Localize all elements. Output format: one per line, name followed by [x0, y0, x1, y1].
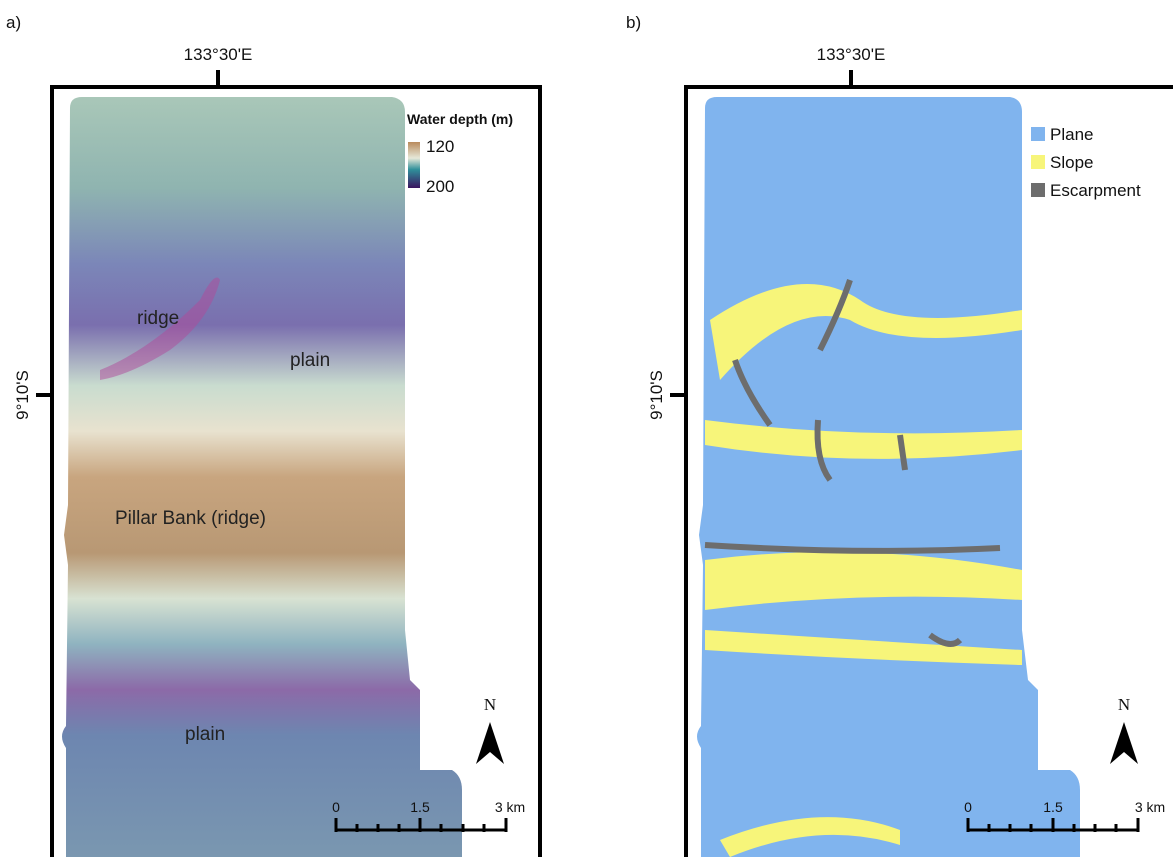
scale-label: 3 km — [495, 799, 525, 815]
annotation: Pillar Bank (ridge) — [115, 508, 266, 529]
color-bar — [408, 142, 420, 188]
north-label: N — [484, 695, 496, 714]
legend-label: 120 — [426, 137, 454, 156]
scale-label: 1.5 — [1043, 799, 1063, 815]
annotation: plain — [290, 350, 330, 371]
latitude-label: 9°10'S — [647, 370, 666, 420]
annotation: plain — [185, 724, 225, 745]
figure: a) 133°30'E 9°10'S Water depth (m) 120 2… — [0, 0, 1173, 857]
classification-map — [697, 97, 1080, 857]
legend-swatch — [1031, 155, 1045, 169]
legend-swatch — [1031, 127, 1045, 141]
legend-label: 200 — [426, 177, 454, 196]
latitude-label: 9°10'S — [13, 370, 32, 420]
north-label: N — [1118, 695, 1130, 714]
scale-label: 0 — [332, 799, 340, 815]
north-arrow — [476, 722, 504, 764]
longitude-label: 133°30'E — [184, 45, 253, 64]
legend-label: Escarpment — [1050, 181, 1141, 200]
panel-label: a) — [6, 13, 21, 32]
legend-title: Water depth (m) — [407, 111, 513, 127]
bathymetry-map — [62, 97, 462, 857]
panel-label: b) — [626, 13, 641, 32]
legend-label: Plane — [1050, 125, 1093, 144]
annotation: ridge — [137, 308, 179, 329]
scale-label: 0 — [964, 799, 972, 815]
north-arrow — [1110, 722, 1138, 764]
scale-label: 3 km — [1135, 799, 1165, 815]
scale-label: 1.5 — [410, 799, 430, 815]
legend-label: Slope — [1050, 153, 1093, 172]
legend-swatch — [1031, 183, 1045, 197]
longitude-label: 133°30'E — [817, 45, 886, 64]
